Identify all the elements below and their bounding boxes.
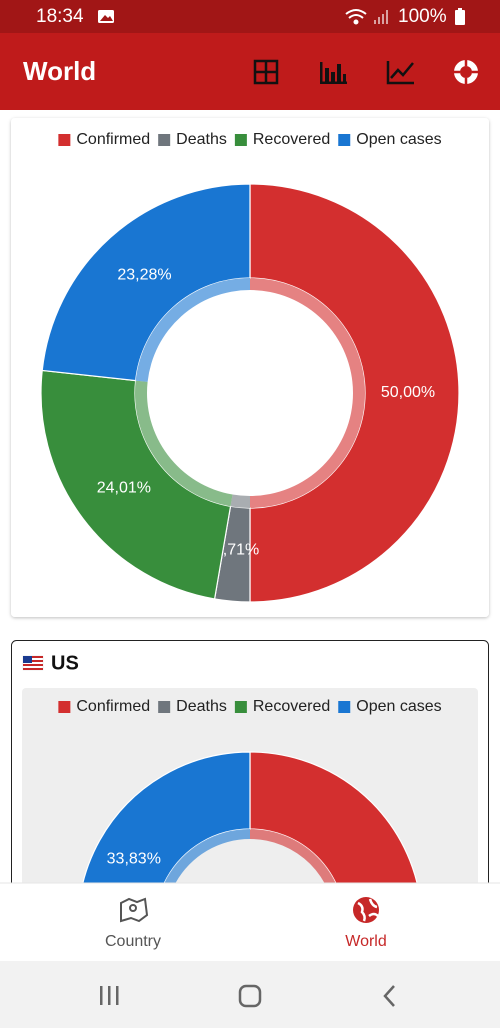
legend-label: Deaths — [176, 131, 227, 148]
slice-label: 2,71% — [214, 542, 259, 559]
donut-chart-button[interactable] — [454, 60, 478, 84]
country-tab[interactable]: Country — [105, 897, 161, 950]
slice-label: 24,01% — [97, 479, 151, 496]
us-flag — [22, 655, 44, 671]
legend-label: Confirmed — [76, 131, 150, 148]
legend-swatch — [234, 134, 247, 146]
line-chart-button[interactable] — [386, 61, 414, 85]
country-title: US — [51, 652, 79, 674]
legend-swatch — [338, 134, 351, 146]
pie-slice-inner-ring — [155, 829, 250, 975]
wifi-icon — [345, 9, 367, 25]
slice-label: 23,28% — [117, 267, 171, 284]
recents-button[interactable] — [100, 986, 119, 1005]
pie-slice-inner-ring — [230, 494, 250, 508]
legend-swatch — [58, 134, 71, 146]
app-title: World — [23, 56, 96, 86]
legend-label: Deaths — [176, 698, 227, 715]
table-view-button[interactable] — [253, 59, 279, 85]
home-button[interactable] — [238, 984, 262, 1008]
battery-level: 100% — [398, 6, 447, 27]
signal-icon — [374, 10, 388, 24]
battery-icon — [455, 8, 465, 25]
legend-label: Recovered — [253, 131, 330, 148]
pie-slice-inner-ring — [250, 278, 365, 508]
tab-label: World — [345, 933, 387, 950]
system-nav — [0, 961, 500, 1028]
legend-swatch — [158, 701, 171, 713]
legend-label: Open cases — [356, 698, 441, 715]
legend-label: Confirmed — [76, 698, 150, 715]
world-tab[interactable]: World — [345, 897, 387, 950]
pie-slice-inner-ring — [135, 380, 233, 507]
slice-label: 33,83% — [107, 851, 161, 868]
legend: Confirmed Deaths Recovered Open cases — [58, 698, 442, 715]
legend-swatch — [234, 701, 247, 713]
legend: Confirmed Deaths Recovered Open cases — [58, 131, 442, 148]
status-time: 18:34 — [36, 6, 84, 27]
legend-swatch — [58, 701, 71, 713]
legend-swatch — [338, 701, 351, 713]
legend-label: Recovered — [253, 698, 330, 715]
legend-swatch — [158, 134, 171, 146]
gallery-icon — [98, 10, 114, 23]
back-button[interactable] — [383, 985, 395, 1007]
pie-slice-inner-ring — [135, 278, 250, 382]
bottom-nav — [0, 883, 500, 961]
status-bar — [0, 0, 500, 33]
bar-chart-button[interactable] — [320, 62, 347, 84]
slice-label: 50,00% — [381, 384, 435, 401]
legend-label: Open cases — [356, 131, 441, 148]
tab-label: Country — [105, 933, 161, 950]
app-bar — [0, 33, 500, 110]
